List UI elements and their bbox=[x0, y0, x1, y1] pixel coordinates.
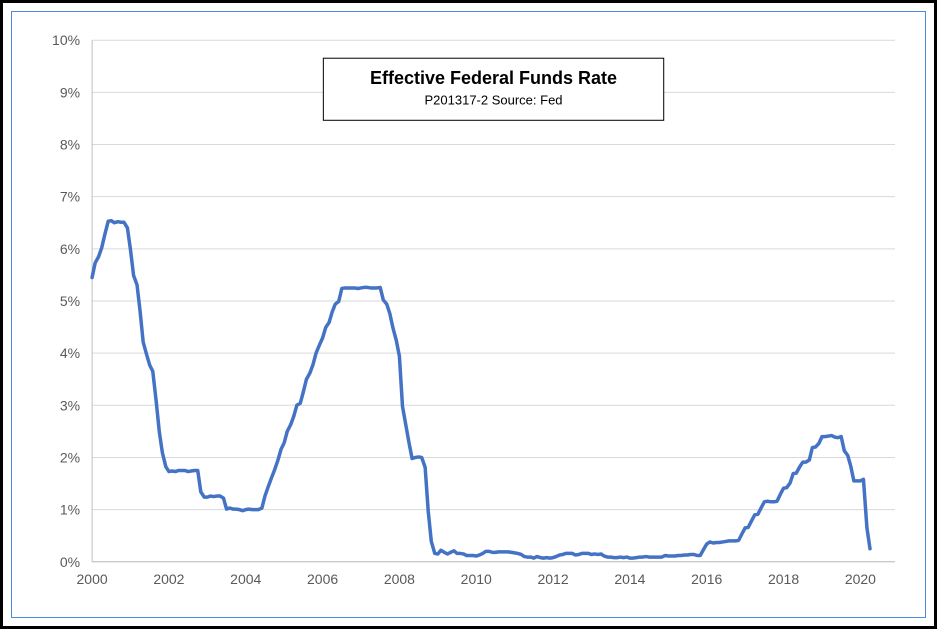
x-tick-label: 2004 bbox=[230, 571, 261, 587]
x-tick-label: 2018 bbox=[768, 571, 799, 587]
chart-title: Effective Federal Funds Rate bbox=[370, 68, 617, 88]
chart-container: 0% 1% 2% 3% 4% 5% 6% 7% 8% 9% 10% 2000 2002 2004 2006 2… bbox=[11, 11, 926, 618]
y-tick-label: 5% bbox=[60, 293, 80, 309]
line-chart: 0% 1% 2% 3% 4% 5% 6% 7% 8% 9% 10% 2000 2002 2004 2006 2… bbox=[12, 12, 925, 617]
x-tick-label: 2016 bbox=[691, 571, 722, 587]
y-tick-label: 6% bbox=[60, 241, 80, 257]
y-tick-label: 3% bbox=[60, 397, 80, 413]
x-tick-label: 2008 bbox=[384, 571, 415, 587]
x-tick-label: 2000 bbox=[77, 571, 108, 587]
chart-subtitle: P201317-2 Source: Fed bbox=[425, 92, 563, 107]
x-tick-label: 2006 bbox=[307, 571, 338, 587]
y-tick-label: 9% bbox=[60, 84, 80, 100]
y-tick-label: 8% bbox=[60, 137, 80, 153]
y-tick-label: 10% bbox=[52, 32, 80, 48]
outer-frame: 0% 1% 2% 3% 4% 5% 6% 7% 8% 9% 10% 2000 2002 2004 2006 2… bbox=[0, 0, 937, 629]
y-tick-label: 2% bbox=[60, 449, 80, 465]
y-tick-label: 1% bbox=[60, 502, 80, 518]
y-tick-label: 4% bbox=[60, 345, 80, 361]
x-tick-label: 2020 bbox=[845, 571, 876, 587]
y-tick-label: 0% bbox=[60, 554, 80, 570]
x-tick-label: 2014 bbox=[614, 571, 645, 587]
series-line bbox=[92, 221, 870, 558]
y-tick-label: 7% bbox=[60, 189, 80, 205]
x-tick-label: 2010 bbox=[461, 571, 492, 587]
x-tick-label: 2012 bbox=[537, 571, 568, 587]
x-tick-label: 2002 bbox=[153, 571, 184, 587]
